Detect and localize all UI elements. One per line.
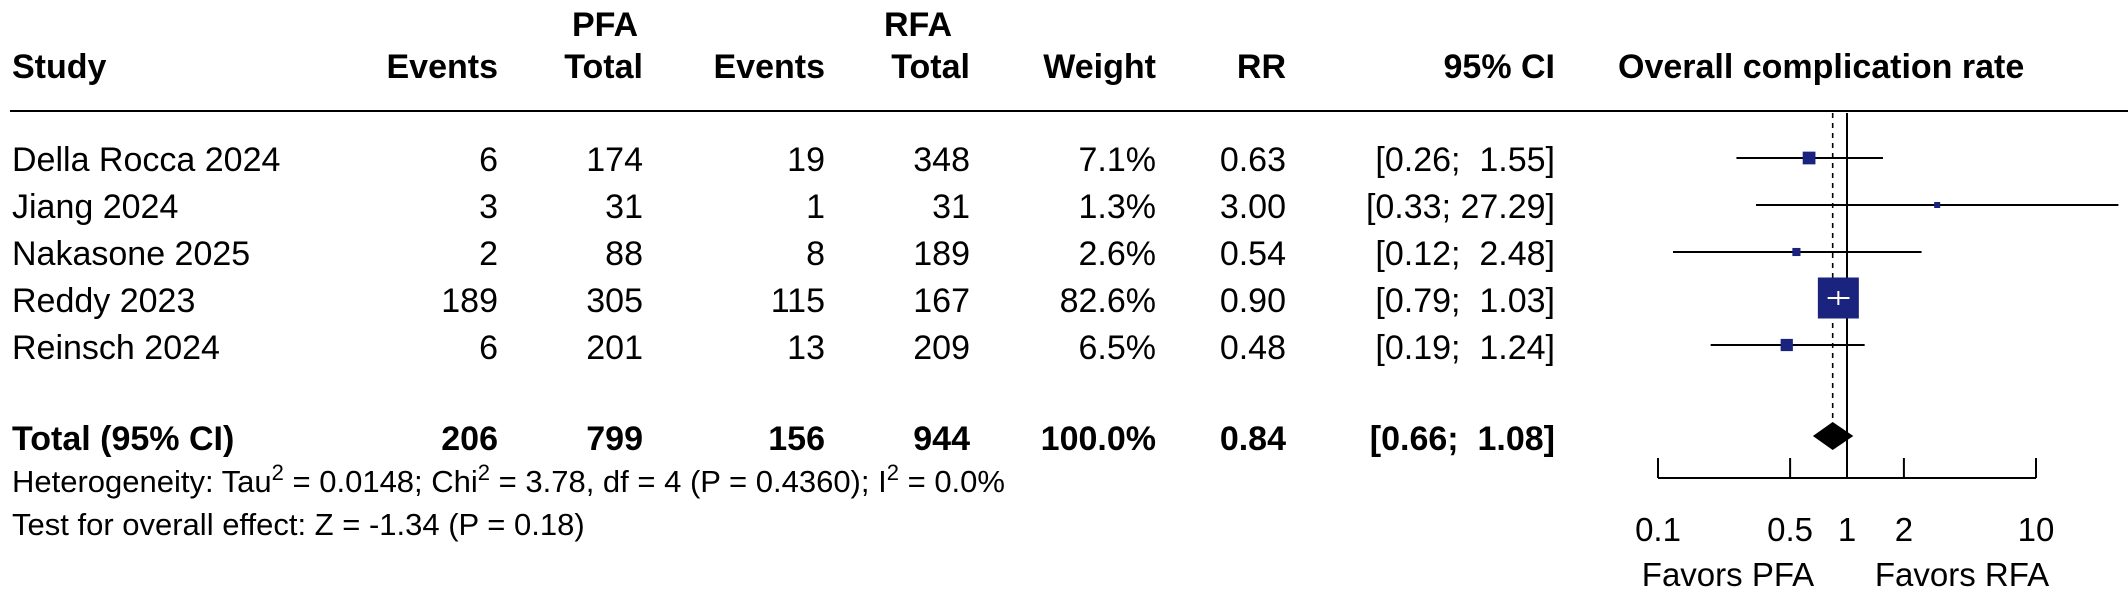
rfa-total: 189 [913, 235, 970, 273]
x-tick-label: 10 [2018, 511, 2055, 548]
study-name: Reinsch 2024 [12, 329, 220, 367]
ci: [0.19; 1.24] [1375, 329, 1555, 367]
pooled-diamond [1812, 422, 1854, 450]
total-pfa-total: 799 [586, 420, 643, 458]
col-header-rr: RR [1236, 48, 1286, 86]
col-header-rfa-total: Total [891, 48, 970, 86]
pfa-total: 31 [605, 188, 643, 226]
pfa-events: 2 [479, 235, 498, 273]
rfa-total: 209 [913, 329, 970, 367]
overall-effect-text: Test for overall effect: Z = -1.34 (P = … [12, 507, 585, 542]
pfa-total: 88 [605, 235, 643, 273]
rfa-events: 1 [806, 188, 825, 226]
pfa-events: 189 [441, 282, 498, 320]
pfa-total: 305 [586, 282, 643, 320]
heterogeneity-text: Heterogeneity: Tau2 = 0.0148; Chi2 = 3.7… [12, 460, 1005, 499]
col-header-pfa-total: Total [564, 48, 643, 86]
study-name: Reddy 2023 [12, 282, 196, 320]
x-tick-label: 0.5 [1767, 511, 1813, 548]
study-name: Della Rocca 2024 [12, 141, 281, 179]
rfa-events: 13 [787, 329, 825, 367]
rr: 0.48 [1219, 329, 1286, 367]
rr: 3.00 [1219, 188, 1286, 226]
total-name: Total (95% CI) [12, 420, 235, 458]
rfa-group-header: RFA [884, 6, 952, 44]
plot-title: Overall complication rate [1618, 48, 2025, 86]
total-rr: 0.84 [1219, 420, 1286, 458]
col-header-weight: Weight [1043, 48, 1156, 86]
pfa-events: 3 [479, 188, 498, 226]
rfa-events: 8 [806, 235, 825, 273]
rr: 0.54 [1219, 235, 1286, 273]
weight: 82.6% [1059, 282, 1156, 320]
x-tick-label: 1 [1838, 511, 1856, 548]
ci: [0.79; 1.03] [1375, 282, 1555, 320]
rfa-total: 31 [932, 188, 970, 226]
study-marker [1792, 247, 1801, 257]
weight: 7.1% [1078, 141, 1157, 179]
col-header-study: Study [12, 48, 107, 86]
study-marker [1934, 201, 1941, 209]
weight: 6.5% [1078, 329, 1157, 367]
rr: 0.90 [1219, 282, 1286, 320]
ci: [0.26; 1.55] [1375, 141, 1555, 179]
rfa-events: 115 [770, 282, 825, 320]
study-name: Jiang 2024 [12, 188, 179, 226]
rfa-total: 348 [913, 141, 970, 179]
study-name: Nakasone 2025 [12, 235, 251, 273]
pfa-events: 6 [479, 329, 498, 367]
x-tick-label: 0.1 [1635, 511, 1681, 548]
pfa-group-header: PFA [571, 6, 639, 44]
pfa-total: 201 [586, 329, 643, 367]
x-tick-label: 2 [1895, 511, 1913, 548]
total-weight: 100.0% [1040, 420, 1156, 458]
total-ci: [0.66; 1.08] [1369, 420, 1555, 458]
weight: 2.6% [1078, 235, 1157, 273]
rr: 0.63 [1219, 141, 1286, 179]
study-marker [1802, 151, 1816, 165]
col-header-rfa-events: Events [713, 48, 826, 86]
pfa-events: 6 [479, 141, 498, 179]
favors-rfa-label: Favors RFA [1875, 556, 2049, 593]
rfa-events: 19 [787, 141, 825, 179]
ci: [0.12; 2.48] [1375, 235, 1555, 273]
total-rfa-total: 944 [913, 420, 970, 458]
study-marker [1780, 338, 1793, 352]
favors-pfa-label: Favors PFA [1642, 556, 1814, 593]
weight: 1.3% [1078, 188, 1157, 226]
total-rfa-events: 156 [768, 420, 825, 458]
rfa-total: 167 [913, 282, 970, 320]
col-header-ci: 95% CI [1443, 48, 1556, 86]
pfa-total: 174 [586, 141, 643, 179]
header-rule [10, 110, 2128, 112]
total-pfa-events: 206 [441, 420, 498, 458]
col-header-pfa-events: Events [386, 48, 499, 86]
ci: [0.33; 27.29] [1365, 188, 1555, 226]
